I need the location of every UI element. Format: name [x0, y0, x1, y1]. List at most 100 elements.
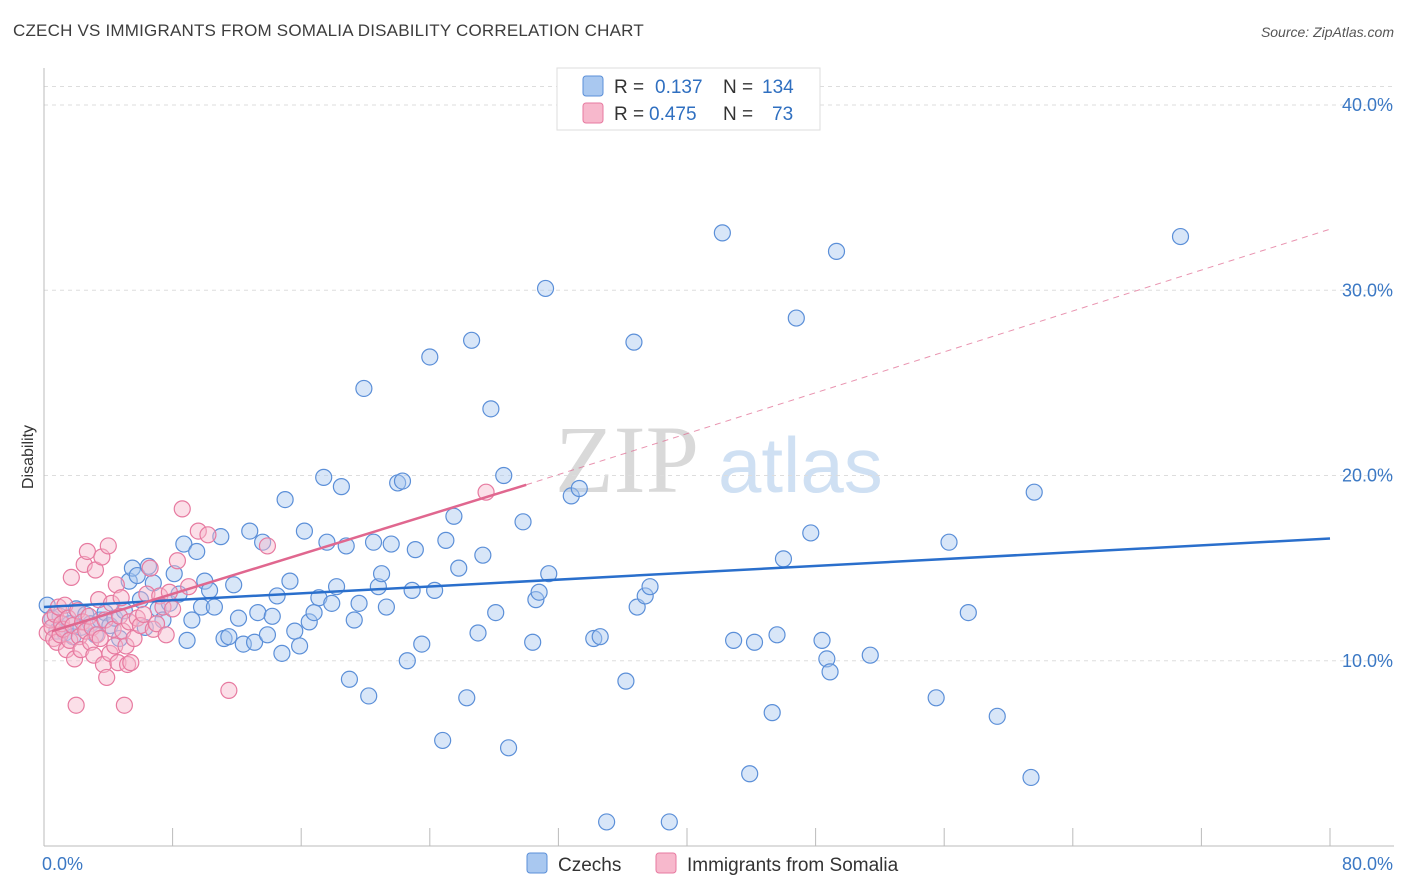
czech-point: [305, 603, 323, 622]
somalia-point: [122, 654, 140, 672]
bottom-legend-somalia: Immigrants from Somalia: [687, 855, 899, 876]
somalia-point: [67, 696, 85, 714]
legend-r-label-1: R =: [614, 104, 644, 125]
czech-point: [273, 644, 291, 662]
czech-point: [403, 581, 421, 599]
czech-point: [636, 587, 654, 605]
czech-point: [332, 478, 350, 496]
czech-point: [482, 400, 500, 418]
czech-point: [741, 765, 759, 783]
watermark-atlas: atlas: [718, 421, 883, 509]
czech-point: [245, 633, 264, 651]
czech-point: [591, 628, 609, 646]
grid-lines: [44, 86, 1394, 662]
czech-point: [813, 631, 831, 649]
czech-point: [249, 603, 267, 622]
czech-point: [598, 813, 616, 831]
czech-point: [258, 626, 277, 644]
czech-point: [474, 546, 492, 564]
czech-point: [818, 650, 836, 668]
czech-point: [183, 611, 201, 629]
czech-point: [364, 533, 383, 551]
czech-point: [927, 689, 945, 707]
czech-point: [220, 628, 238, 646]
bottom-legend-swatch-czechs: [526, 852, 548, 874]
czech-point: [499, 739, 518, 757]
czech-point: [536, 279, 555, 298]
czech-point: [787, 309, 805, 327]
czech-point: [295, 522, 314, 540]
somalia-point: [107, 576, 125, 594]
bottom-legend-czechs: Czechs: [558, 855, 621, 876]
somalia-point: [135, 605, 153, 624]
y-tick-label: 20.0%: [1342, 466, 1393, 486]
somalia-point: [115, 696, 133, 714]
somalia-point: [120, 613, 138, 631]
czech-point: [205, 598, 223, 616]
czech-point: [437, 531, 455, 549]
y-axis-label: Disability: [20, 425, 37, 489]
somalia-point: [157, 626, 175, 644]
czech-point: [128, 566, 146, 585]
legend-n-label-0: N =: [723, 77, 753, 98]
czech-point: [263, 607, 281, 625]
somalia-point: [199, 526, 217, 544]
czech-point: [340, 670, 359, 688]
czech-point: [802, 524, 820, 542]
axes: [43, 68, 1394, 847]
czech-point: [377, 598, 395, 616]
czech-point: [713, 224, 731, 242]
czech-point: [745, 633, 764, 651]
czech-point: [315, 468, 333, 486]
czech-point: [774, 550, 793, 568]
czech-point: [450, 559, 468, 577]
somalia-point: [144, 620, 162, 638]
czech-point: [827, 242, 846, 260]
czech-point: [861, 646, 879, 664]
czech-point: [241, 522, 259, 540]
legend-swatch-somalia: [582, 102, 604, 124]
czech-point: [530, 583, 548, 601]
czech-point: [641, 578, 659, 596]
czech-point: [175, 535, 193, 553]
czech-point: [281, 572, 299, 590]
czech-point: [393, 472, 412, 490]
czech-point: [225, 576, 243, 594]
legend-r-label-0: R =: [614, 77, 644, 98]
correlation-legend: R = 0.137 N = 134 R = 0.475 N = 73: [556, 67, 821, 131]
somalia-point: [62, 568, 80, 587]
x-tick-label: 0.0%: [42, 854, 83, 874]
czech-point: [1171, 227, 1190, 246]
somalia-point: [164, 600, 182, 618]
legend-r-value-0: 0.137: [655, 77, 703, 98]
czech-point: [382, 535, 400, 553]
chart-title: CZECH VS IMMIGRANTS FROM SOMALIA DISABIL…: [13, 21, 644, 40]
czech-point: [959, 603, 977, 622]
somalia-trend-extension: [526, 228, 1331, 486]
czech-point: [660, 813, 678, 831]
czech-point: [165, 565, 183, 583]
czech-point: [300, 613, 318, 631]
legend-n-value-0: 134: [762, 77, 794, 98]
czech-point: [763, 704, 781, 722]
czech-point: [725, 631, 743, 649]
y-tick-label: 30.0%: [1342, 280, 1393, 300]
source-label: Source: ZipAtlas.com: [1260, 24, 1394, 40]
czech-point: [821, 663, 839, 681]
trend-lines: [43, 228, 1331, 633]
czech-trend-line: [43, 537, 1331, 609]
czech-point: [406, 541, 424, 559]
czech-point: [434, 731, 452, 750]
somalia-points: [38, 483, 495, 714]
czech-point: [178, 631, 196, 649]
czech-point: [345, 611, 363, 629]
legend-n-label-1: N =: [723, 104, 753, 125]
czech-point: [988, 707, 1006, 725]
czech-point: [570, 479, 588, 498]
czech-point: [495, 466, 513, 485]
czech-point: [1022, 768, 1040, 787]
legend-n-value-1: 73: [772, 104, 793, 125]
somalia-point: [91, 629, 109, 648]
czech-point: [360, 687, 378, 705]
